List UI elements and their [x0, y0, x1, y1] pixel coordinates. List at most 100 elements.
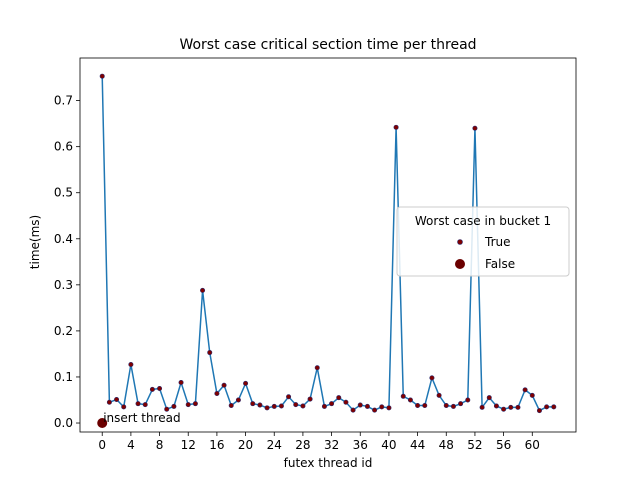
- true-marker: [522, 387, 528, 393]
- x-tick-label: 32: [324, 438, 339, 452]
- true-marker: [207, 350, 213, 356]
- true-marker: [415, 403, 421, 409]
- true-marker: [293, 402, 299, 408]
- y-axis: 0.0 0.1 0.2 0.3 0.4 0.5 0.6 0.7: [54, 94, 80, 430]
- true-marker: [422, 403, 428, 409]
- true-marker: [343, 399, 349, 405]
- true-marker: [350, 407, 356, 413]
- y-axis-label: time(ms): [28, 215, 42, 269]
- true-marker: [128, 362, 134, 368]
- x-tick-label: 4: [127, 438, 135, 452]
- true-marker: [164, 406, 170, 412]
- x-tick-label: 36: [353, 438, 368, 452]
- true-marker: [407, 397, 413, 403]
- true-marker: [450, 403, 456, 409]
- legend-title: Worst case in bucket 1: [415, 214, 551, 228]
- annotation-label: insert thread: [103, 411, 180, 425]
- true-marker: [307, 396, 313, 402]
- legend: Worst case in bucket 1 True False: [396, 206, 570, 277]
- true-marker: [192, 401, 198, 407]
- x-tick-label: 8: [156, 438, 164, 452]
- legend-true-marker: [457, 239, 463, 245]
- legend-entry-false: False: [485, 257, 515, 271]
- true-marker: [200, 287, 206, 293]
- true-marker: [185, 402, 191, 408]
- true-marker: [278, 403, 284, 409]
- true-marker: [493, 403, 499, 409]
- true-marker: [264, 405, 270, 411]
- true-marker: [436, 392, 442, 398]
- axes-frame: [79, 57, 577, 433]
- true-marker: [364, 403, 370, 409]
- true-marker: [379, 404, 385, 410]
- true-marker: [386, 405, 392, 411]
- x-tick-label: 28: [295, 438, 310, 452]
- true-marker: [114, 397, 120, 403]
- true-marker: [121, 404, 127, 410]
- true-marker: [443, 403, 449, 409]
- x-tick-label: 56: [496, 438, 511, 452]
- true-marker: [529, 392, 535, 398]
- x-tick-label: 24: [267, 438, 282, 452]
- true-marker: [329, 401, 335, 407]
- y-tick-label: 0.7: [54, 94, 73, 108]
- true-marker: [400, 393, 406, 399]
- true-marker: [178, 379, 184, 385]
- true-marker: [171, 403, 177, 409]
- y-tick-label: 0.2: [54, 324, 73, 338]
- x-tick-label: 48: [439, 438, 454, 452]
- true-marker: [221, 382, 227, 388]
- true-marker: [429, 375, 435, 381]
- true-marker: [465, 397, 471, 403]
- true-marker: [372, 407, 378, 413]
- x-tick-label: 40: [381, 438, 396, 452]
- true-marker: [472, 125, 478, 131]
- true-marker: [300, 403, 306, 409]
- true-marker: [214, 391, 220, 397]
- x-tick-label: 20: [238, 438, 253, 452]
- x-axis: 0 4 8 12 16 20 24 28 32 36 40 44 48 52 56 60: [98, 432, 540, 452]
- true-marker: [393, 124, 399, 130]
- true-marker: [486, 395, 492, 401]
- true-marker: [515, 404, 521, 410]
- true-marker: [250, 401, 256, 407]
- true-marker: [536, 408, 542, 414]
- true-marker: [235, 397, 241, 403]
- x-tick-label: 44: [410, 438, 425, 452]
- true-marker: [458, 401, 464, 407]
- true-marker: [257, 402, 263, 408]
- true-marker: [336, 395, 342, 401]
- x-tick-label: 52: [467, 438, 482, 452]
- y-tick-label: 0.4: [54, 232, 73, 246]
- legend-box: [396, 206, 570, 277]
- x-tick-label: 16: [209, 438, 224, 452]
- y-tick-label: 0.3: [54, 278, 73, 292]
- true-marker: [135, 401, 141, 407]
- true-marker: [544, 404, 550, 410]
- true-marker: [501, 406, 507, 412]
- true-marker: [479, 404, 485, 410]
- y-tick-label: 0.5: [54, 186, 73, 200]
- true-marker: [271, 403, 277, 409]
- true-marker: [142, 402, 148, 408]
- true-marker: [243, 380, 249, 386]
- y-tick-label: 0.1: [54, 370, 73, 384]
- legend-entry-true: True: [484, 235, 511, 249]
- x-tick-label: 12: [181, 438, 196, 452]
- plot-area: insert thread: [79, 57, 577, 433]
- true-marker: [157, 385, 163, 391]
- true-marker: [106, 399, 112, 405]
- true-marker: [228, 403, 234, 409]
- y-tick-label: 0.6: [54, 140, 73, 154]
- true-marker: [508, 404, 514, 410]
- true-marker: [551, 404, 557, 410]
- false-marker: [97, 418, 108, 429]
- legend-false-marker: [455, 259, 465, 269]
- y-tick-label: 0.0: [54, 416, 73, 430]
- x-tick-label: 0: [98, 438, 106, 452]
- true-marker: [99, 73, 105, 79]
- true-marker: [286, 394, 292, 400]
- true-marker: [321, 403, 327, 409]
- x-tick-label: 60: [525, 438, 540, 452]
